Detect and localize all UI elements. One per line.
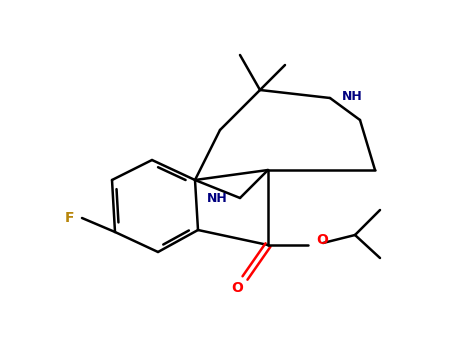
Text: O: O [316, 233, 328, 247]
Text: NH: NH [342, 90, 363, 103]
Text: NH: NH [207, 191, 228, 204]
Text: O: O [231, 281, 243, 295]
Text: F: F [65, 211, 75, 225]
